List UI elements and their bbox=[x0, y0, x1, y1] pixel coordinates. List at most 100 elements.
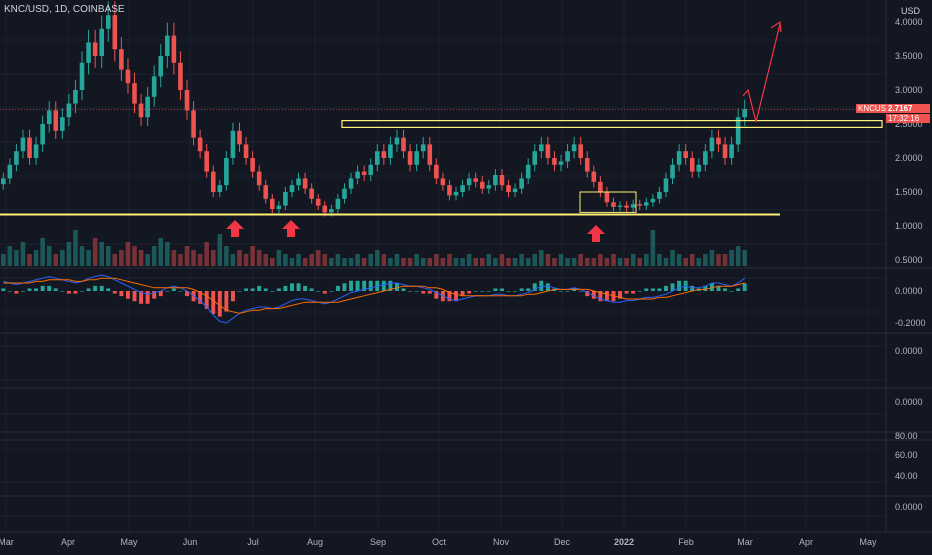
candle bbox=[79, 62, 85, 90]
volume-bar bbox=[309, 254, 314, 266]
volume-bar bbox=[742, 250, 748, 266]
symbol-title: KNC/USD, 1D, COINBASE bbox=[4, 4, 125, 15]
volume-bar bbox=[722, 254, 728, 266]
candle bbox=[591, 171, 597, 182]
time-tick-label: Jun bbox=[183, 537, 198, 547]
candle bbox=[230, 130, 236, 158]
macd-histogram-bar bbox=[250, 288, 255, 291]
macd-histogram-bar bbox=[290, 283, 294, 291]
volume-bar bbox=[407, 258, 413, 266]
macd-histogram-bar bbox=[125, 291, 130, 299]
macd-histogram-bar bbox=[742, 283, 747, 291]
macd-histogram-bar bbox=[60, 291, 65, 292]
candle bbox=[735, 117, 741, 145]
pane-tick-label: 0.0000 bbox=[895, 397, 923, 407]
volume-bar bbox=[650, 230, 656, 266]
volume-bar bbox=[329, 258, 334, 266]
price-tick-label: 0.5000 bbox=[895, 255, 923, 265]
volume-bar bbox=[348, 258, 354, 266]
volume-bar bbox=[394, 254, 400, 266]
volume-bar bbox=[453, 258, 459, 266]
time-tick-label: Apr bbox=[799, 537, 813, 547]
time-tick-label: Apr bbox=[61, 537, 75, 547]
macd-histogram-bar bbox=[204, 291, 209, 309]
macd-histogram-bar bbox=[139, 291, 144, 304]
price-tick-label: 2.0000 bbox=[895, 153, 923, 163]
volume-bar bbox=[735, 246, 741, 266]
macd-histogram-bar bbox=[519, 288, 524, 291]
volume-bar bbox=[14, 250, 19, 266]
macd-histogram-bar bbox=[362, 280, 367, 291]
volume-bar bbox=[263, 254, 269, 266]
volume-bar bbox=[250, 246, 255, 266]
candle bbox=[571, 144, 577, 152]
macd-histogram-bar bbox=[585, 291, 590, 297]
candle bbox=[27, 137, 32, 158]
candle bbox=[92, 42, 98, 56]
macd-histogram-bar bbox=[316, 291, 321, 292]
rsi-tick-label: 60.00 bbox=[895, 450, 918, 460]
candle bbox=[637, 204, 643, 206]
volume-bar bbox=[302, 258, 308, 266]
candle bbox=[440, 178, 446, 186]
volume-bar bbox=[158, 238, 164, 266]
volume-bar bbox=[112, 254, 118, 266]
volume-bar bbox=[676, 254, 682, 266]
volume-bar bbox=[617, 258, 623, 266]
candle bbox=[657, 192, 662, 199]
macd-histogram-bar bbox=[73, 291, 78, 294]
candle bbox=[112, 15, 118, 50]
macd-histogram-bar bbox=[486, 291, 491, 292]
candle bbox=[243, 144, 249, 158]
macd-histogram-bar bbox=[270, 291, 275, 292]
time-tick-label: Jul bbox=[247, 537, 259, 547]
volume-bar bbox=[473, 258, 478, 266]
macd-histogram-bar bbox=[224, 291, 229, 312]
volume-bar bbox=[237, 250, 242, 266]
consolidation-box bbox=[579, 191, 637, 213]
volume-bar bbox=[361, 258, 367, 266]
macd-histogram-bar bbox=[185, 291, 189, 297]
bounce-arrow bbox=[587, 225, 605, 242]
macd-histogram-bar bbox=[106, 288, 111, 291]
volume-bar bbox=[644, 254, 649, 266]
volume-bar bbox=[578, 254, 583, 266]
macd-histogram-bar bbox=[578, 291, 583, 292]
candle bbox=[237, 130, 242, 145]
volume-bar bbox=[86, 250, 91, 266]
candle bbox=[532, 151, 538, 165]
candle bbox=[119, 49, 124, 70]
candle bbox=[716, 137, 721, 145]
macd-histogram-bar bbox=[145, 291, 150, 304]
price-tick-label: 1.0000 bbox=[895, 221, 923, 231]
candle bbox=[525, 164, 531, 179]
macd-histogram-bar bbox=[394, 283, 399, 291]
candle bbox=[276, 205, 282, 209]
macd-histogram-bar bbox=[447, 291, 452, 302]
candle bbox=[381, 151, 387, 158]
volume-bar bbox=[99, 242, 104, 266]
macd-line bbox=[3, 274, 746, 324]
macd-histogram-bar bbox=[408, 291, 413, 292]
macd-histogram-bar bbox=[414, 291, 419, 292]
candle bbox=[151, 76, 157, 97]
time-tick-label: Oct bbox=[432, 537, 447, 547]
candle bbox=[250, 158, 255, 172]
macd-histogram-bar bbox=[493, 288, 498, 291]
macd-histogram-bar bbox=[677, 280, 682, 291]
volume-bar bbox=[296, 254, 301, 266]
candle bbox=[204, 151, 209, 172]
price-tick-label: 2.5000 bbox=[895, 119, 923, 129]
candle bbox=[565, 151, 570, 162]
volume-bar bbox=[539, 250, 544, 266]
macd-histogram-bar bbox=[513, 291, 518, 292]
volume-bar bbox=[119, 250, 124, 266]
volume-bar bbox=[138, 250, 144, 266]
volume-bar bbox=[224, 246, 229, 266]
macd-histogram-bar bbox=[40, 285, 45, 291]
candle bbox=[33, 144, 39, 158]
symbol-badge: KNCUSD bbox=[856, 104, 892, 113]
macd-histogram-bar bbox=[93, 285, 98, 291]
